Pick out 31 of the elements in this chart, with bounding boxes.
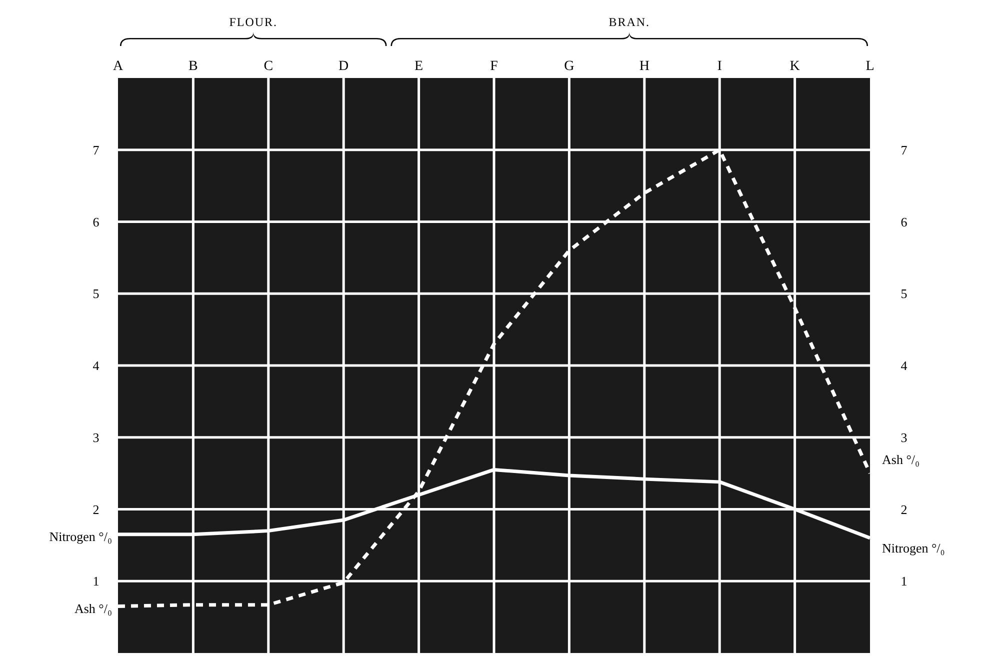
x-tick-label: A xyxy=(112,59,124,74)
y2-tick-label: 6 xyxy=(900,214,908,230)
y-tick-label: 4 xyxy=(92,358,100,374)
y-tick-label: 5 xyxy=(92,286,100,302)
text: Nitrogen °/₀ xyxy=(882,540,945,556)
text: FLOUR. xyxy=(229,15,278,29)
y-tick-label: 1 xyxy=(92,574,100,589)
y-tick-label: 7 xyxy=(92,142,100,158)
y2-tick-label: 1 xyxy=(900,574,908,589)
y2-tick-label: 5 xyxy=(900,286,908,302)
y2-tick-label: 7 xyxy=(900,142,908,158)
x-tick-label: I xyxy=(717,59,722,74)
x-tick-label: F xyxy=(490,59,498,74)
y2-tick-label: 4 xyxy=(900,358,908,374)
x-tick-label: K xyxy=(790,59,800,74)
series-label: Nitrogen °/₀ xyxy=(49,528,112,544)
x-tick-label: H xyxy=(639,59,650,74)
y-tick-label: 3 xyxy=(92,430,100,445)
x-tick-label: C xyxy=(264,59,274,74)
x-tick-label: G xyxy=(564,59,574,74)
x-tick-label: D xyxy=(338,59,349,74)
series-label: Ash °/₀ xyxy=(74,600,112,616)
y-tick-label: 2 xyxy=(92,502,100,517)
y2-tick-label: 3 xyxy=(900,430,908,445)
x-tick-label: E xyxy=(414,59,424,74)
text: Ash °/₀ xyxy=(882,452,920,467)
y-tick-label: 6 xyxy=(92,214,100,230)
y2-tick-label: 2 xyxy=(900,502,908,517)
text: BRAN. xyxy=(608,15,650,29)
x-tick-label: B xyxy=(188,59,198,74)
x-tick-label: L xyxy=(866,59,874,74)
